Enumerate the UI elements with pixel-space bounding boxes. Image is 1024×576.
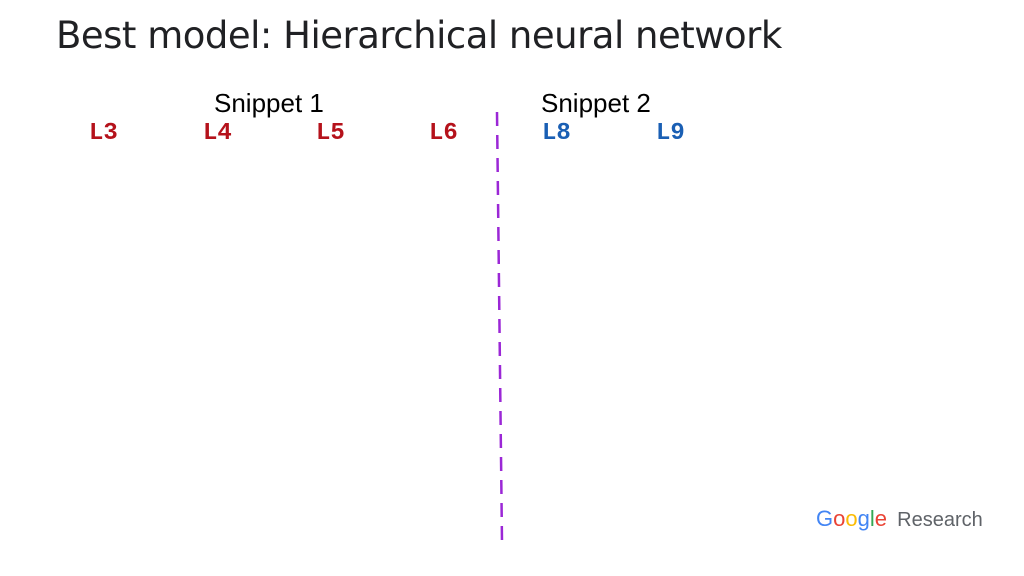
- logo-letter: o: [833, 506, 846, 531]
- snippet-1-label: Snippet 1: [214, 88, 324, 118]
- line-label-l4: L4: [203, 120, 232, 147]
- line-label-l5: L5: [316, 120, 345, 147]
- logo-letter: e: [874, 506, 888, 531]
- google-research-logo: Google Research: [816, 506, 983, 532]
- line-label-l8: L8: [542, 120, 571, 147]
- dashed-divider-line: [495, 111, 504, 543]
- research-wordmark: Research: [897, 509, 983, 531]
- logo-letter: l: [869, 506, 875, 531]
- snippet-2-label: Snippet 2: [541, 88, 651, 118]
- logo-letter: G: [816, 506, 834, 531]
- logo-letter: o: [845, 506, 858, 531]
- google-wordmark: Google: [816, 506, 893, 531]
- line-label-l9: L9: [656, 120, 685, 147]
- slide-title: Best model: Hierarchical neural network: [56, 14, 782, 57]
- line-label-l6: L6: [429, 120, 458, 147]
- line-label-l3: L3: [89, 120, 118, 147]
- logo-letter: g: [857, 506, 870, 531]
